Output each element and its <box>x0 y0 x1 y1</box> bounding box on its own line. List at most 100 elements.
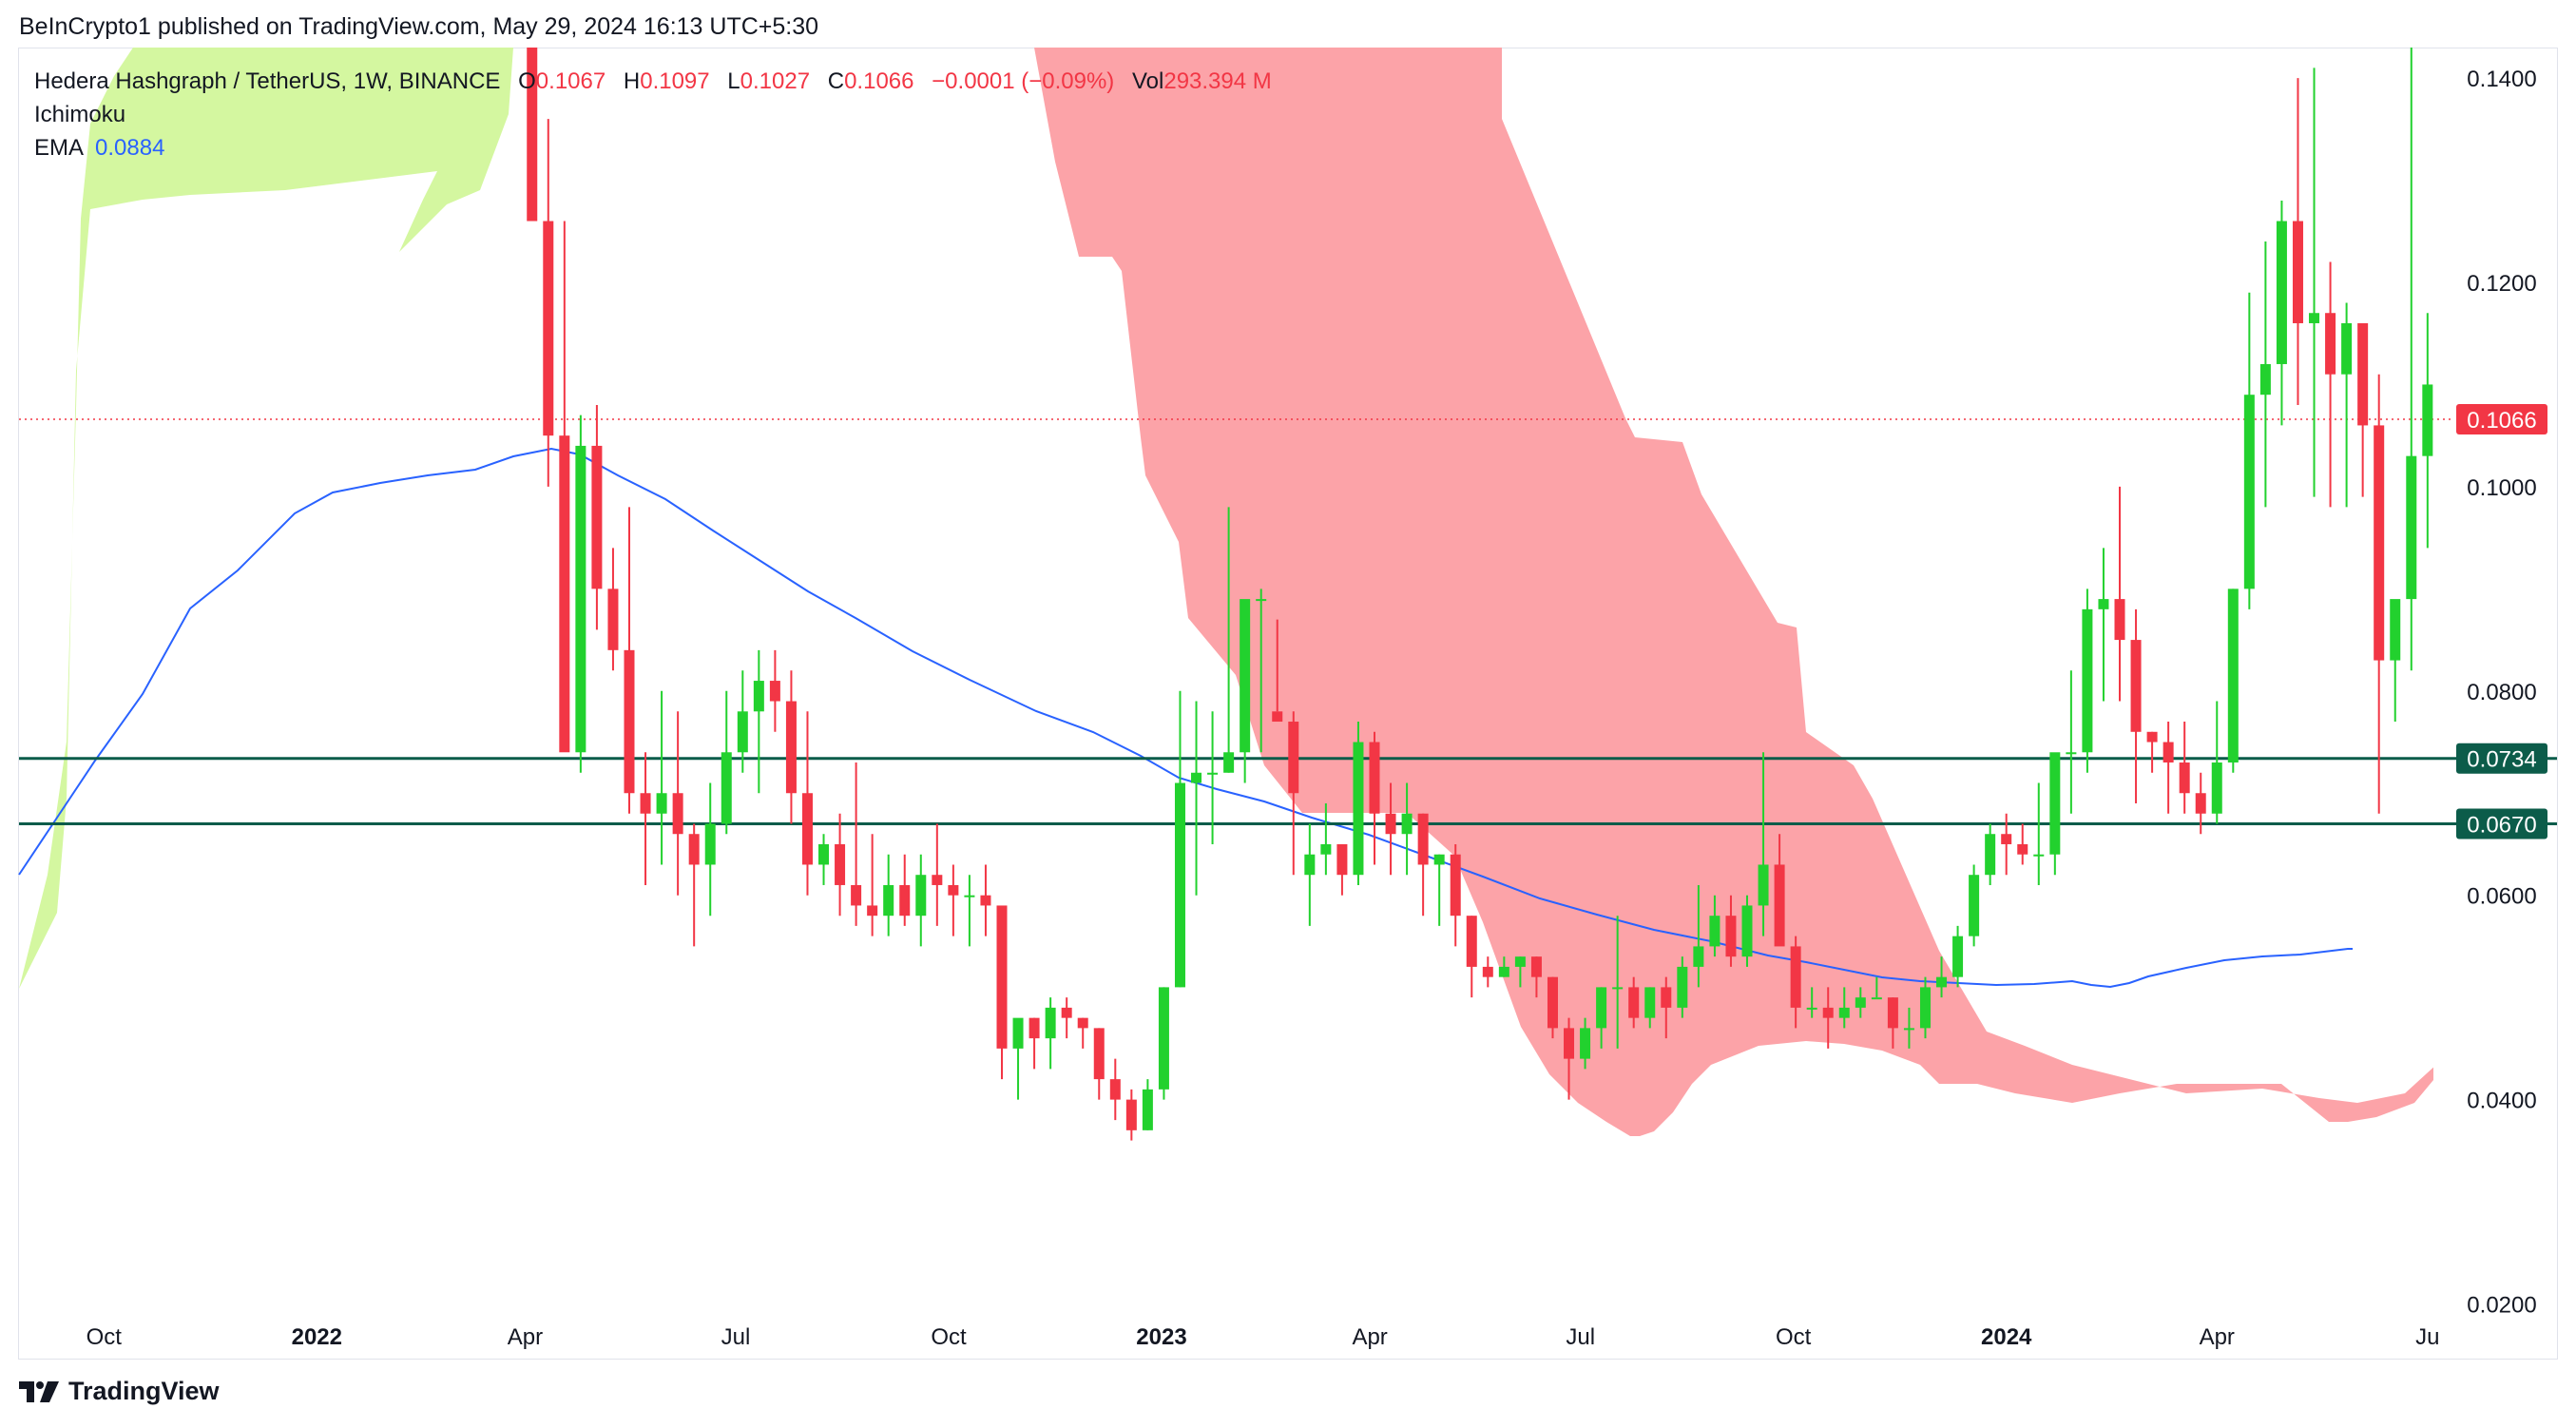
candle-body <box>2276 221 2287 364</box>
legend-ohlc-row: Hedera Hashgraph / TetherUS, 1W, BINANCE… <box>34 65 1272 98</box>
candle-body <box>2211 762 2222 814</box>
candle-body <box>1741 905 1753 957</box>
candle-body <box>835 843 846 885</box>
candle-body <box>2325 313 2336 375</box>
candle-body <box>2438 375 2449 385</box>
legend-low-value: 0.1027 <box>740 68 811 94</box>
candle-body <box>2017 843 2028 855</box>
x-tick-label: Oct <box>87 1324 123 1350</box>
x-tick-label: Jul <box>1566 1324 1595 1350</box>
candle-body <box>851 884 862 906</box>
candle-body <box>543 221 554 436</box>
candle-body <box>2114 599 2125 641</box>
candle-body <box>753 681 764 712</box>
x-tick-label: Ju <box>2415 1324 2439 1350</box>
y-axis: 0.26000.22000.20000.18000.14000.12000.10… <box>2467 67 2536 1319</box>
candle-body <box>2227 589 2239 763</box>
candle-body <box>932 875 943 885</box>
level-price-tag: 0.0734 <box>2467 747 2536 773</box>
candle-body <box>1045 1007 1056 1039</box>
candle-body <box>1644 987 1656 1018</box>
candle-body <box>1838 1007 1850 1018</box>
candle-body <box>1985 834 1996 876</box>
legend-ema-value: 0.0884 <box>95 135 165 161</box>
legend-high-label: H <box>623 68 641 94</box>
y-tick-label: 0.1000 <box>2467 475 2536 501</box>
candle-body <box>899 884 911 917</box>
candle-body <box>2390 599 2401 661</box>
legend-vol-label: Vol <box>1131 68 1164 94</box>
candle-body <box>1240 599 1251 753</box>
price-chart[interactable]: 0.26000.22000.20000.18000.14000.12000.10… <box>0 0 2576 1369</box>
candle-body <box>656 793 667 814</box>
candle-body <box>1272 711 1283 723</box>
x-tick-label: 2024 <box>1981 1324 2032 1350</box>
candle-body <box>1466 916 1477 967</box>
candle-body <box>1482 966 1493 977</box>
candle-body <box>1887 997 1898 1029</box>
candle-body <box>1109 1079 1121 1100</box>
level-price-tag-bg <box>2456 808 2547 839</box>
candle-body <box>2163 742 2174 763</box>
legend-symbol[interactable]: Hedera Hashgraph / TetherUS, 1W, BINANCE <box>34 68 501 94</box>
legend-low-label: L <box>727 68 740 94</box>
ichimoku-cloud <box>19 48 2433 1136</box>
candle-body <box>1077 1017 1088 1029</box>
candle-body <box>640 793 651 814</box>
legend-close-label: C <box>827 68 845 94</box>
candle-body <box>1498 966 1509 977</box>
footer: TradingView <box>19 1377 220 1406</box>
published-line: BeInCrypto1 published on TradingView.com… <box>19 13 819 40</box>
candle-body <box>1207 772 1219 775</box>
candle-body <box>867 905 878 917</box>
candle-body <box>1936 976 1948 988</box>
candle-body <box>2259 363 2271 396</box>
candle-body <box>1806 1007 1817 1010</box>
candle-body <box>591 445 603 589</box>
candle-body <box>801 793 813 865</box>
candle-body <box>1385 813 1396 835</box>
candle-body <box>2049 752 2061 855</box>
candle-body <box>948 884 959 896</box>
candle-body <box>2357 322 2369 426</box>
candle-body <box>1822 1007 1834 1018</box>
legend-ema-label: EMA <box>34 135 85 161</box>
candle-body <box>785 701 797 794</box>
candle-body <box>1790 946 1801 1008</box>
candle-body <box>1288 722 1299 794</box>
y-tick-label: 0.0200 <box>2467 1293 2536 1319</box>
x-axis: Oct 2022 Apr Jul Oct 2023 Apr Jul Oct 2024 Apr Ju <box>87 1324 2440 1350</box>
candle-body <box>1417 813 1429 865</box>
candle-body <box>1547 976 1558 1029</box>
candle-body <box>769 681 780 702</box>
candle-body <box>2082 608 2093 753</box>
x-tick-label: 2023 <box>1136 1324 1186 1350</box>
tradingview-logo-icon[interactable] <box>19 1380 61 1404</box>
candle-body <box>1125 1099 1137 1130</box>
last-price-tag-bg <box>2456 403 2547 434</box>
legend-ichimoku[interactable]: Ichimoku <box>34 102 126 127</box>
candle-body <box>1012 1017 1024 1049</box>
candle-body <box>1223 752 1235 773</box>
candle-body <box>2470 354 2481 395</box>
candle-body <box>1450 854 1461 917</box>
x-tick-label: 2022 <box>292 1324 342 1350</box>
legend-ema-row[interactable]: EMA 0.0884 <box>34 131 1272 164</box>
footer-brand[interactable]: TradingView <box>68 1377 220 1405</box>
horizontal-levels <box>19 757 2557 825</box>
legend-open-value: 0.1067 <box>535 68 606 94</box>
x-tick-label: Apr <box>508 1324 543 1350</box>
candle-body <box>1855 997 1866 1008</box>
candle-body <box>2098 599 2109 609</box>
candle-body <box>1871 997 1882 1000</box>
ema-line <box>18 447 2353 989</box>
candle-body <box>2243 395 2255 589</box>
candle-body <box>1320 843 1332 855</box>
legend-open-label: O <box>518 68 536 94</box>
candle-body <box>1530 956 1542 977</box>
candle-body <box>607 589 619 650</box>
candle-body <box>2292 221 2303 323</box>
candle-body <box>1693 946 1704 967</box>
candle-body <box>2309 313 2320 323</box>
candle-body <box>1612 987 1624 990</box>
